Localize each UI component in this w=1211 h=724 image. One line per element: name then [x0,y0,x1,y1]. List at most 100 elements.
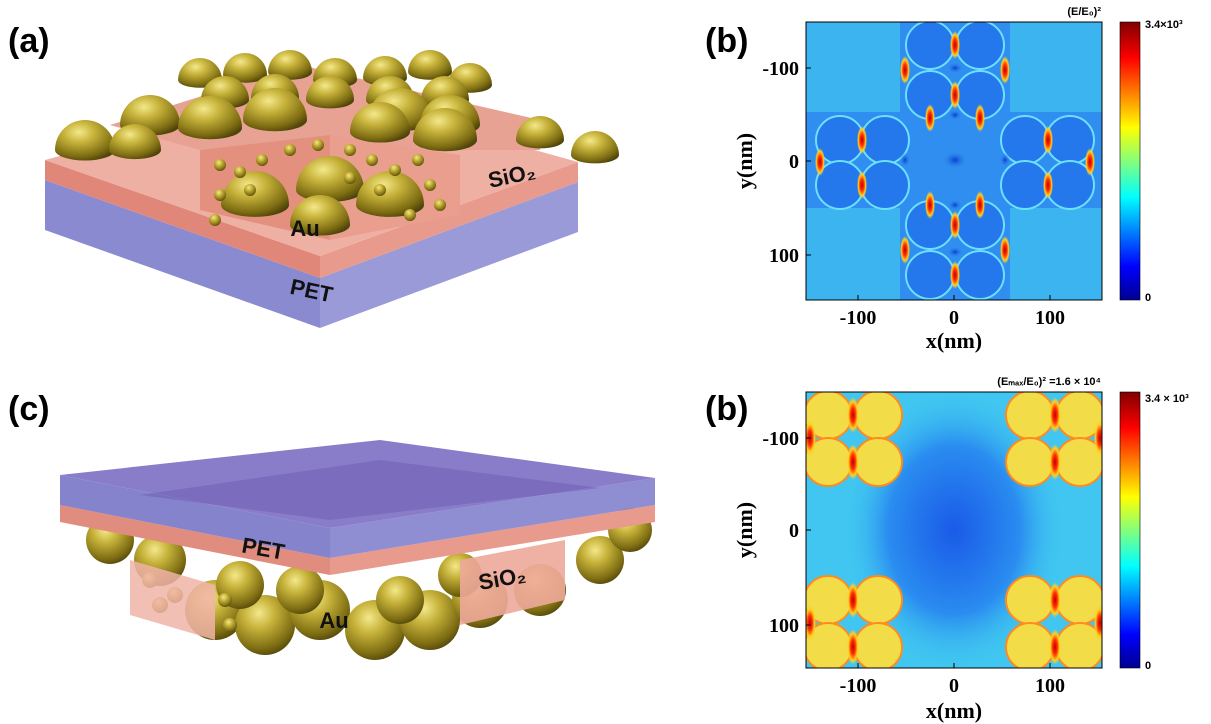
colorbar-title: (E/E₀)² [1067,6,1101,18]
hot-spot [1085,148,1095,176]
hot-spot [1043,171,1053,199]
heatmap [804,390,1106,671]
field-ring [906,21,954,69]
field-ring [854,576,902,624]
colorbar-min: 0 [1145,660,1151,672]
panel-label: (c) [8,390,50,428]
gold-sphere [214,189,226,201]
gold-sphere [214,159,226,171]
gold-sphere [571,131,619,163]
cold-spot [947,199,963,211]
hot-spot [900,56,910,84]
x-tick-label: 0 [949,675,959,697]
cold-spot [899,152,911,168]
gold-sphere [376,576,424,624]
hot-spot [950,211,960,239]
hot-spot [847,629,859,665]
x-axis-label: x(nm) [926,698,982,723]
gold-sphere [256,154,268,166]
field-ring [1006,438,1054,486]
gold-sphere [209,214,221,226]
field-ring [854,391,902,439]
hot-spot [950,31,960,59]
field-ring [861,161,909,209]
hot-spot [925,191,935,219]
panel-label: (a) [8,22,50,60]
panel-label: (b) [705,22,748,60]
y-tick-label: -100 [762,58,799,80]
gold-sphere [223,618,237,632]
hot-spot [847,444,859,480]
gold-sphere [218,593,232,607]
gold-sphere [344,172,356,184]
gold-sphere [366,154,378,166]
hot-spot [847,397,859,433]
hot-spot [847,582,859,618]
gold-sphere [412,154,424,166]
y-tick-label: 100 [769,615,799,637]
figure: Au SiO₂ PET PET SiO₂ Au (a) (b) (c) (b) … [0,0,1211,724]
gold-sphere [276,566,324,614]
hot-spot [975,191,985,219]
gold-sphere [344,144,356,156]
y-axis-label: y(nm) [732,133,757,189]
colorbar-max: 3.4×10³ [1145,19,1183,31]
hot-spot [975,104,985,132]
gold-sphere [374,184,386,196]
field-ring [1006,623,1054,671]
cold-spot [946,246,964,258]
x-tick-label: 100 [1035,307,1065,329]
gold-sphere [424,179,436,191]
y-tick-label: -100 [762,428,799,450]
field-ring [854,438,902,486]
field-ring [1006,391,1054,439]
label-au: Au [319,608,348,633]
x-axis-label: x(nm) [926,328,982,353]
gold-sphere [234,166,246,178]
gold-sphere [408,50,452,80]
hot-spot [1049,397,1061,433]
panel-label: (b) [705,390,748,428]
gold-sphere [312,139,324,151]
y-tick-label: 100 [769,245,799,267]
field-ring [1001,161,1049,209]
field-ring [906,251,954,299]
colorbar-min: 0 [1145,292,1151,304]
hot-spot [950,81,960,109]
cold-spot [947,109,963,121]
hot-spot [1000,56,1010,84]
y-tick-label: 0 [789,520,799,542]
hot-spot [1049,444,1061,480]
field-ring [854,623,902,671]
render-c [60,440,655,660]
hot-spot [857,171,867,199]
hot-spot [950,261,960,289]
x-tick-label: 100 [1035,675,1065,697]
cold-spot [946,62,964,74]
hot-spot [1094,420,1106,456]
colorbar [1120,22,1140,300]
cold-spot [999,152,1011,168]
hot-spot [1049,582,1061,618]
cold-spot [941,150,969,170]
hot-spot [1000,236,1010,264]
gold-sphere [284,144,296,156]
colorbar [1120,392,1140,668]
hot-spot [925,104,935,132]
x-tick-label: -100 [840,307,877,329]
label-au: Au [290,216,319,241]
y-axis-label: y(nm) [732,502,757,558]
hot-spot [900,236,910,264]
x-tick-label: -100 [840,675,877,697]
hot-spot [815,148,825,176]
gold-sphere [434,199,446,211]
heatmap [806,21,1102,300]
hot-spot [1094,605,1106,641]
hot-spot [1043,126,1053,154]
gold-sphere [244,184,256,196]
field-ring [956,251,1004,299]
x-tick-label: 0 [949,307,959,329]
field-ring [1006,576,1054,624]
gold-sphere [389,164,401,176]
colorbar-max: 3.4 × 10³ [1145,393,1189,405]
